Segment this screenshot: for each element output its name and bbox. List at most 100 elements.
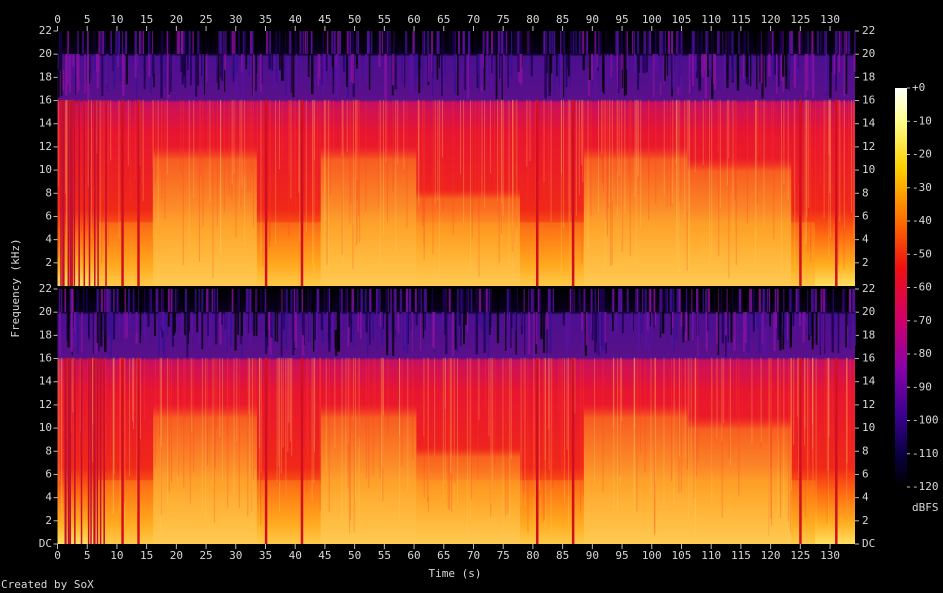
texture-stripe	[381, 311, 384, 346]
texture-stripe	[306, 357, 308, 494]
texture-stripe	[326, 311, 329, 332]
texture-stripe	[783, 31, 786, 54]
texture-stripe	[825, 289, 828, 312]
texture-stripe	[412, 357, 414, 459]
texture-stripe	[637, 289, 641, 312]
texture-stripe	[334, 357, 336, 449]
texture-stripe	[341, 31, 344, 54]
texture-stripe	[843, 99, 845, 226]
quiet-stripe	[94, 357, 96, 544]
texture-stripe	[838, 53, 841, 73]
texture-stripe	[563, 31, 565, 54]
texture-stripe	[528, 311, 531, 355]
texture-stripe	[728, 99, 730, 279]
texture-stripe	[833, 289, 836, 312]
texture-stripe	[569, 289, 572, 312]
y-tick-label-right: 14	[862, 375, 876, 388]
texture-stripe	[173, 53, 175, 80]
texture-stripe	[812, 357, 814, 449]
x-tick-label: 70	[467, 549, 480, 562]
texture-stripe	[804, 311, 807, 327]
texture-stripe	[516, 99, 518, 229]
texture-stripe	[672, 99, 674, 204]
texture-stripe	[186, 311, 189, 358]
texture-stripe	[747, 31, 749, 54]
texture-stripe	[220, 99, 222, 255]
texture-stripe	[96, 99, 98, 154]
texture-stripe	[302, 289, 305, 312]
texture-stripe	[285, 289, 288, 312]
texture-stripe	[445, 311, 448, 355]
texture-stripe	[338, 311, 341, 352]
texture-stripe	[364, 289, 367, 312]
texture-stripe	[751, 357, 753, 444]
texture-stripe	[96, 311, 99, 344]
quiet-stripe	[67, 357, 70, 544]
texture-stripe	[663, 357, 665, 509]
texture-stripe	[682, 311, 685, 343]
texture-stripe	[611, 289, 614, 312]
texture-stripe	[566, 357, 568, 450]
texture-stripe	[313, 99, 315, 160]
texture-stripe	[331, 31, 334, 54]
texture-stripe	[559, 31, 562, 54]
texture-stripe	[575, 99, 577, 216]
texture-stripe	[251, 99, 253, 174]
x-tick-label: 80	[526, 549, 539, 562]
texture-stripe	[676, 99, 678, 250]
texture-stripe	[726, 99, 728, 186]
texture-stripe	[655, 357, 657, 483]
texture-stripe	[278, 99, 280, 170]
texture-stripe	[621, 99, 623, 252]
texture-stripe	[438, 31, 440, 54]
texture-stripe	[299, 99, 301, 242]
texture-stripe	[611, 99, 613, 266]
texture-stripe	[244, 99, 246, 246]
texture-stripe	[838, 31, 841, 54]
texture-stripe	[777, 357, 779, 437]
texture-stripe	[530, 53, 533, 77]
x-tick-label-top: 15	[140, 13, 153, 26]
texture-stripe	[71, 289, 74, 312]
texture-stripe	[809, 53, 812, 93]
texture-stripe	[769, 311, 771, 327]
texture-stripe	[152, 99, 154, 237]
texture-stripe	[102, 99, 104, 201]
texture-stripe	[613, 31, 616, 54]
texture-stripe	[470, 289, 473, 312]
texture-stripe	[815, 311, 818, 345]
y-tick-label-right: 16	[862, 94, 875, 107]
texture-stripe	[552, 289, 555, 312]
texture-stripe	[502, 99, 504, 216]
texture-stripe	[170, 31, 173, 54]
texture-stripe	[642, 53, 645, 74]
texture-stripe	[449, 357, 451, 473]
texture-stripe	[519, 289, 521, 312]
texture-stripe	[346, 99, 348, 153]
texture-stripe	[849, 311, 852, 339]
texture-stripe	[478, 53, 481, 91]
texture-stripe	[112, 357, 114, 514]
texture-stripe	[282, 53, 285, 82]
texture-stripe	[418, 53, 421, 94]
texture-stripe	[601, 311, 604, 344]
texture-stripe	[394, 31, 397, 54]
texture-stripe	[829, 53, 832, 99]
texture-stripe	[251, 357, 253, 512]
texture-stripe	[661, 311, 665, 334]
texture-stripe	[849, 357, 851, 457]
texture-stripe	[352, 99, 354, 228]
texture-stripe	[74, 311, 77, 346]
texture-stripe	[79, 357, 81, 476]
texture-stripe	[560, 53, 563, 99]
texture-stripe	[140, 289, 142, 312]
texture-stripe	[654, 53, 657, 67]
x-tick-label-top: 75	[497, 13, 510, 26]
texture-stripe	[654, 357, 656, 534]
texture-stripe	[291, 357, 293, 457]
texture-stripe	[590, 99, 592, 217]
texture-stripe	[209, 99, 211, 202]
texture-stripe	[288, 99, 290, 172]
texture-stripe	[312, 99, 314, 266]
texture-stripe	[853, 99, 855, 239]
